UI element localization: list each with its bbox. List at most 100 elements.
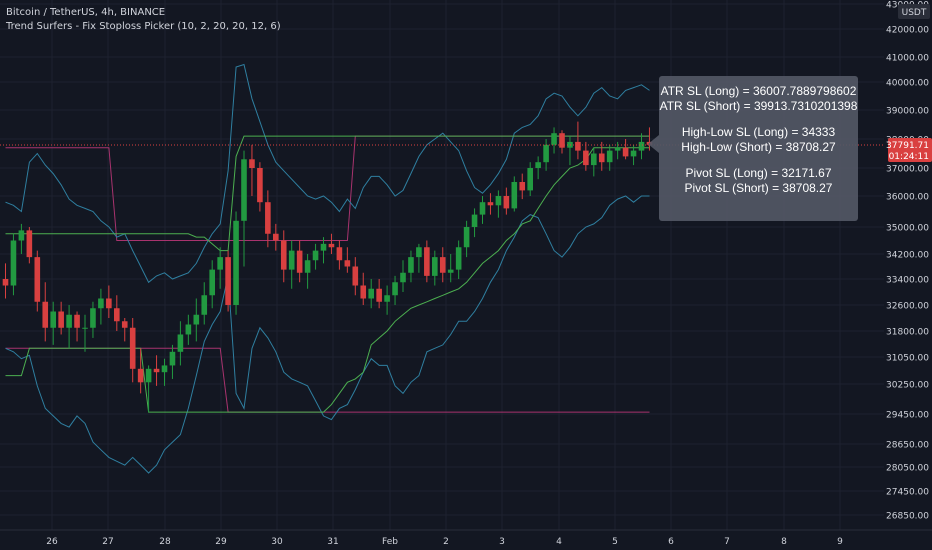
candle: [265, 190, 271, 248]
candle: [106, 285, 112, 318]
indicator-title[interactable]: Trend Surfers - Fix Stoploss Picker (10,…: [6, 21, 281, 32]
candle: [121, 318, 128, 342]
time-tick-label: Feb: [382, 537, 398, 547]
price-tick-label: 26850.00: [886, 512, 929, 522]
candle: [273, 223, 279, 251]
candle: [471, 208, 478, 238]
indicator-lines: [5, 63, 650, 474]
highlow-sl-long: High-Low SL (Long) = 34333: [681, 125, 836, 139]
candle: [447, 254, 454, 283]
candle: [503, 187, 510, 215]
highlow-sl-short: High-Low (Short) = 38708.27: [681, 140, 836, 154]
candle: [630, 144, 637, 166]
time-tick-label: 8: [781, 537, 787, 547]
pivot-sl-long: Pivot SL (Long) = 32171.67: [685, 166, 832, 180]
price-tick-label: 41000.00: [886, 54, 929, 64]
price-tick-label: 36000.00: [886, 193, 929, 203]
candle: [559, 130, 565, 154]
candle: [543, 139, 549, 171]
candle: [487, 193, 494, 215]
time-tick-label: 31: [327, 537, 338, 547]
candle: [74, 311, 80, 342]
candle: [114, 295, 120, 331]
candle: [137, 348, 144, 394]
time-tick-label: 3: [499, 537, 505, 547]
candle: [10, 233, 17, 296]
price-axis[interactable]: 43000.0042000.0041000.0040000.0039000.00…: [884, 0, 932, 530]
currency-label: USDT: [902, 8, 927, 18]
candle: [432, 250, 438, 286]
candle: [225, 250, 231, 312]
candle: [519, 173, 526, 200]
candle: [296, 240, 303, 283]
candle: [368, 279, 374, 309]
candle: [161, 358, 168, 386]
highlow-short-line: [5, 135, 650, 252]
candle: [18, 223, 25, 254]
candle: [241, 150, 247, 267]
candle: [583, 141, 589, 171]
candle: [598, 141, 605, 171]
candle: [249, 144, 255, 196]
candle: [34, 250, 41, 312]
time-tick-label: 9: [837, 537, 843, 547]
time-axis[interactable]: 26 27 28 29 30 31 Feb 2 3 4 5 6 7 8 9: [0, 529, 932, 550]
highlow-long-line: [5, 147, 650, 413]
candle: [209, 260, 215, 309]
candle: [638, 133, 645, 160]
time-tick-label: 29: [215, 537, 227, 547]
tooltip-pointer: [648, 135, 659, 153]
candle: [233, 211, 239, 315]
candlestick-series: [2, 121, 653, 413]
candle: [217, 247, 223, 289]
candle: [58, 301, 64, 335]
countdown-text: 01:24:11: [889, 152, 929, 162]
price-tick-label: 30250.00: [886, 381, 929, 391]
candle: [50, 301, 56, 345]
price-tick-label: 33400.00: [886, 276, 929, 286]
atr-short-line: [5, 63, 650, 284]
atr-sl-long: ATR SL (Long) = 36007.7889798602: [660, 84, 857, 98]
candle: [439, 247, 446, 283]
pivot-sl-short: Pivot SL (Short) = 38708.27: [684, 181, 833, 195]
price-tick-label: 27450.00: [886, 488, 929, 498]
candle: [153, 355, 160, 386]
candle: [408, 250, 414, 283]
candle: [614, 141, 621, 160]
candle: [622, 139, 629, 160]
candle: [257, 162, 263, 212]
atr-long-line: [5, 195, 650, 474]
price-tick-label: 32600.00: [886, 302, 929, 312]
time-tick-label: 26: [46, 537, 58, 547]
stoploss-tooltip: ATR SL (Long) = 36007.7889798602 ATR SL …: [659, 76, 858, 221]
chart-legend: Bitcoin / TetherUS, 4h, BINANCE Trend Su…: [6, 6, 281, 34]
candle: [591, 147, 597, 177]
candle: [320, 237, 327, 264]
candle: [2, 263, 9, 299]
time-tick-label: 28: [159, 537, 171, 547]
price-tick-label: 39000.00: [886, 107, 929, 117]
price-tick-label: 37000.00: [886, 165, 929, 175]
candle: [185, 314, 192, 345]
time-tick-label: 30: [271, 537, 283, 547]
price-tick-label: 29450.00: [886, 411, 929, 421]
time-tick-label: 5: [612, 537, 618, 547]
candle: [288, 240, 295, 289]
time-tick-label: 6: [668, 537, 674, 547]
candle: [145, 365, 152, 413]
atr-sl-short: ATR SL (Short) = 39913.7310201398: [659, 99, 858, 113]
candle: [567, 136, 573, 166]
candle: [312, 243, 319, 270]
candle: [551, 127, 557, 154]
symbol-title[interactable]: Bitcoin / TetherUS, 4h, BINANCE: [6, 7, 166, 18]
price-tick-label: 35000.00: [886, 224, 929, 234]
time-tick-label: 7: [724, 537, 730, 547]
candle: [344, 247, 351, 273]
candle: [575, 121, 581, 160]
candle: [455, 240, 462, 279]
price-tick-label: 28050.00: [886, 464, 929, 474]
price-tick-label: 31050.00: [886, 354, 929, 364]
price-tick-label: 31800.00: [886, 328, 929, 338]
candle: [463, 220, 470, 258]
price-tick-label: 42000.00: [886, 26, 929, 36]
